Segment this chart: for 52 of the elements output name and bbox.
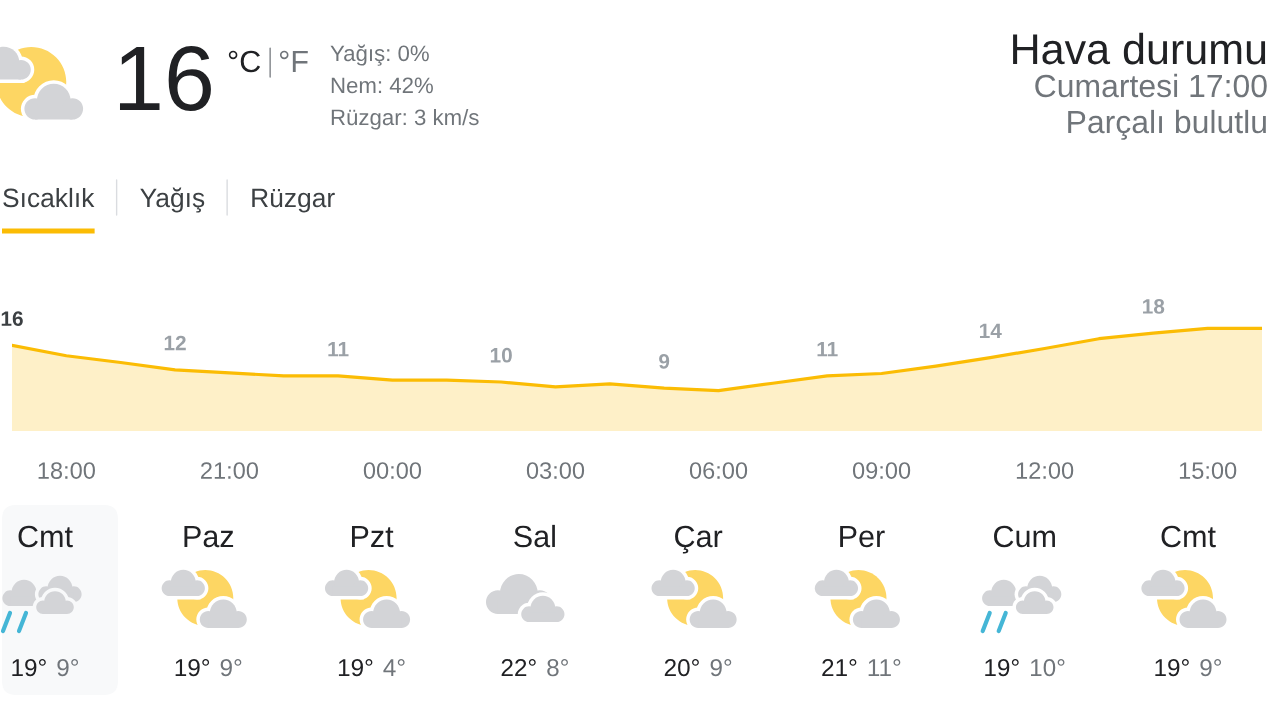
text: 22°: [501, 659, 536, 676]
text: 9°: [220, 659, 242, 677]
text: 11°: [868, 659, 901, 676]
text: Parçalı bulutlu: [1068, 109, 1266, 140]
text: Cumartesi 17:00: [1035, 73, 1267, 98]
text: Rüzgar: 3 km/s: [331, 108, 479, 130]
x-tick-label: 09:00: [852, 462, 911, 479]
category-label: Paz: [184, 525, 234, 548]
text: Yağış: 0%: [330, 44, 429, 66]
category-label: Cum: [994, 525, 1055, 548]
text: Nem: 42%: [331, 77, 433, 94]
category-label: Cmt: [1161, 525, 1216, 548]
text: 9°: [1200, 659, 1222, 677]
text: 4°: [383, 659, 405, 676]
text: Sıcaklık: [3, 187, 95, 208]
data-label: 14: [979, 323, 1002, 338]
x-tick-label: 21:00: [201, 462, 259, 479]
text: 19°: [1155, 659, 1189, 677]
text: 10°: [1031, 659, 1065, 677]
text: 19°: [12, 659, 46, 677]
x-tick-label: 12:00: [1016, 462, 1074, 479]
text: Hava durumu: [1013, 32, 1266, 65]
text: 9°: [57, 659, 79, 677]
category-label: Per: [840, 525, 885, 548]
text: °F: [279, 50, 308, 72]
text: Rüzgar: [252, 188, 335, 213]
data-label: 11: [817, 341, 838, 357]
data-label: 10: [490, 347, 512, 363]
x-tick-label: 15:00: [1179, 462, 1237, 479]
data-label: 16: [1, 311, 23, 327]
text: 20°: [664, 659, 699, 677]
text: 19°: [338, 659, 373, 677]
x-tick-label: 03:00: [526, 462, 585, 479]
data-label: 18: [1143, 299, 1165, 314]
category-label: Cmt: [18, 525, 73, 548]
text: 9°: [710, 659, 732, 677]
x-tick-label: 00:00: [363, 462, 422, 479]
category-label: Sal: [514, 524, 555, 548]
text: 19°: [985, 659, 1019, 677]
category-label: Pzt: [352, 525, 394, 548]
data-label: 11: [328, 341, 349, 357]
text: Yağış: [140, 187, 205, 213]
x-tick-label: 18:00: [38, 462, 95, 479]
text: °C: [228, 50, 261, 73]
category-label: Çar: [675, 525, 723, 554]
text: 19°: [175, 659, 210, 677]
data-label: 12: [164, 335, 186, 351]
x-tick-label: 06:00: [689, 462, 748, 479]
data-label: 9: [659, 353, 670, 369]
text: 16: [119, 45, 211, 111]
text: 21°: [822, 659, 857, 676]
text: 8°: [547, 659, 568, 677]
